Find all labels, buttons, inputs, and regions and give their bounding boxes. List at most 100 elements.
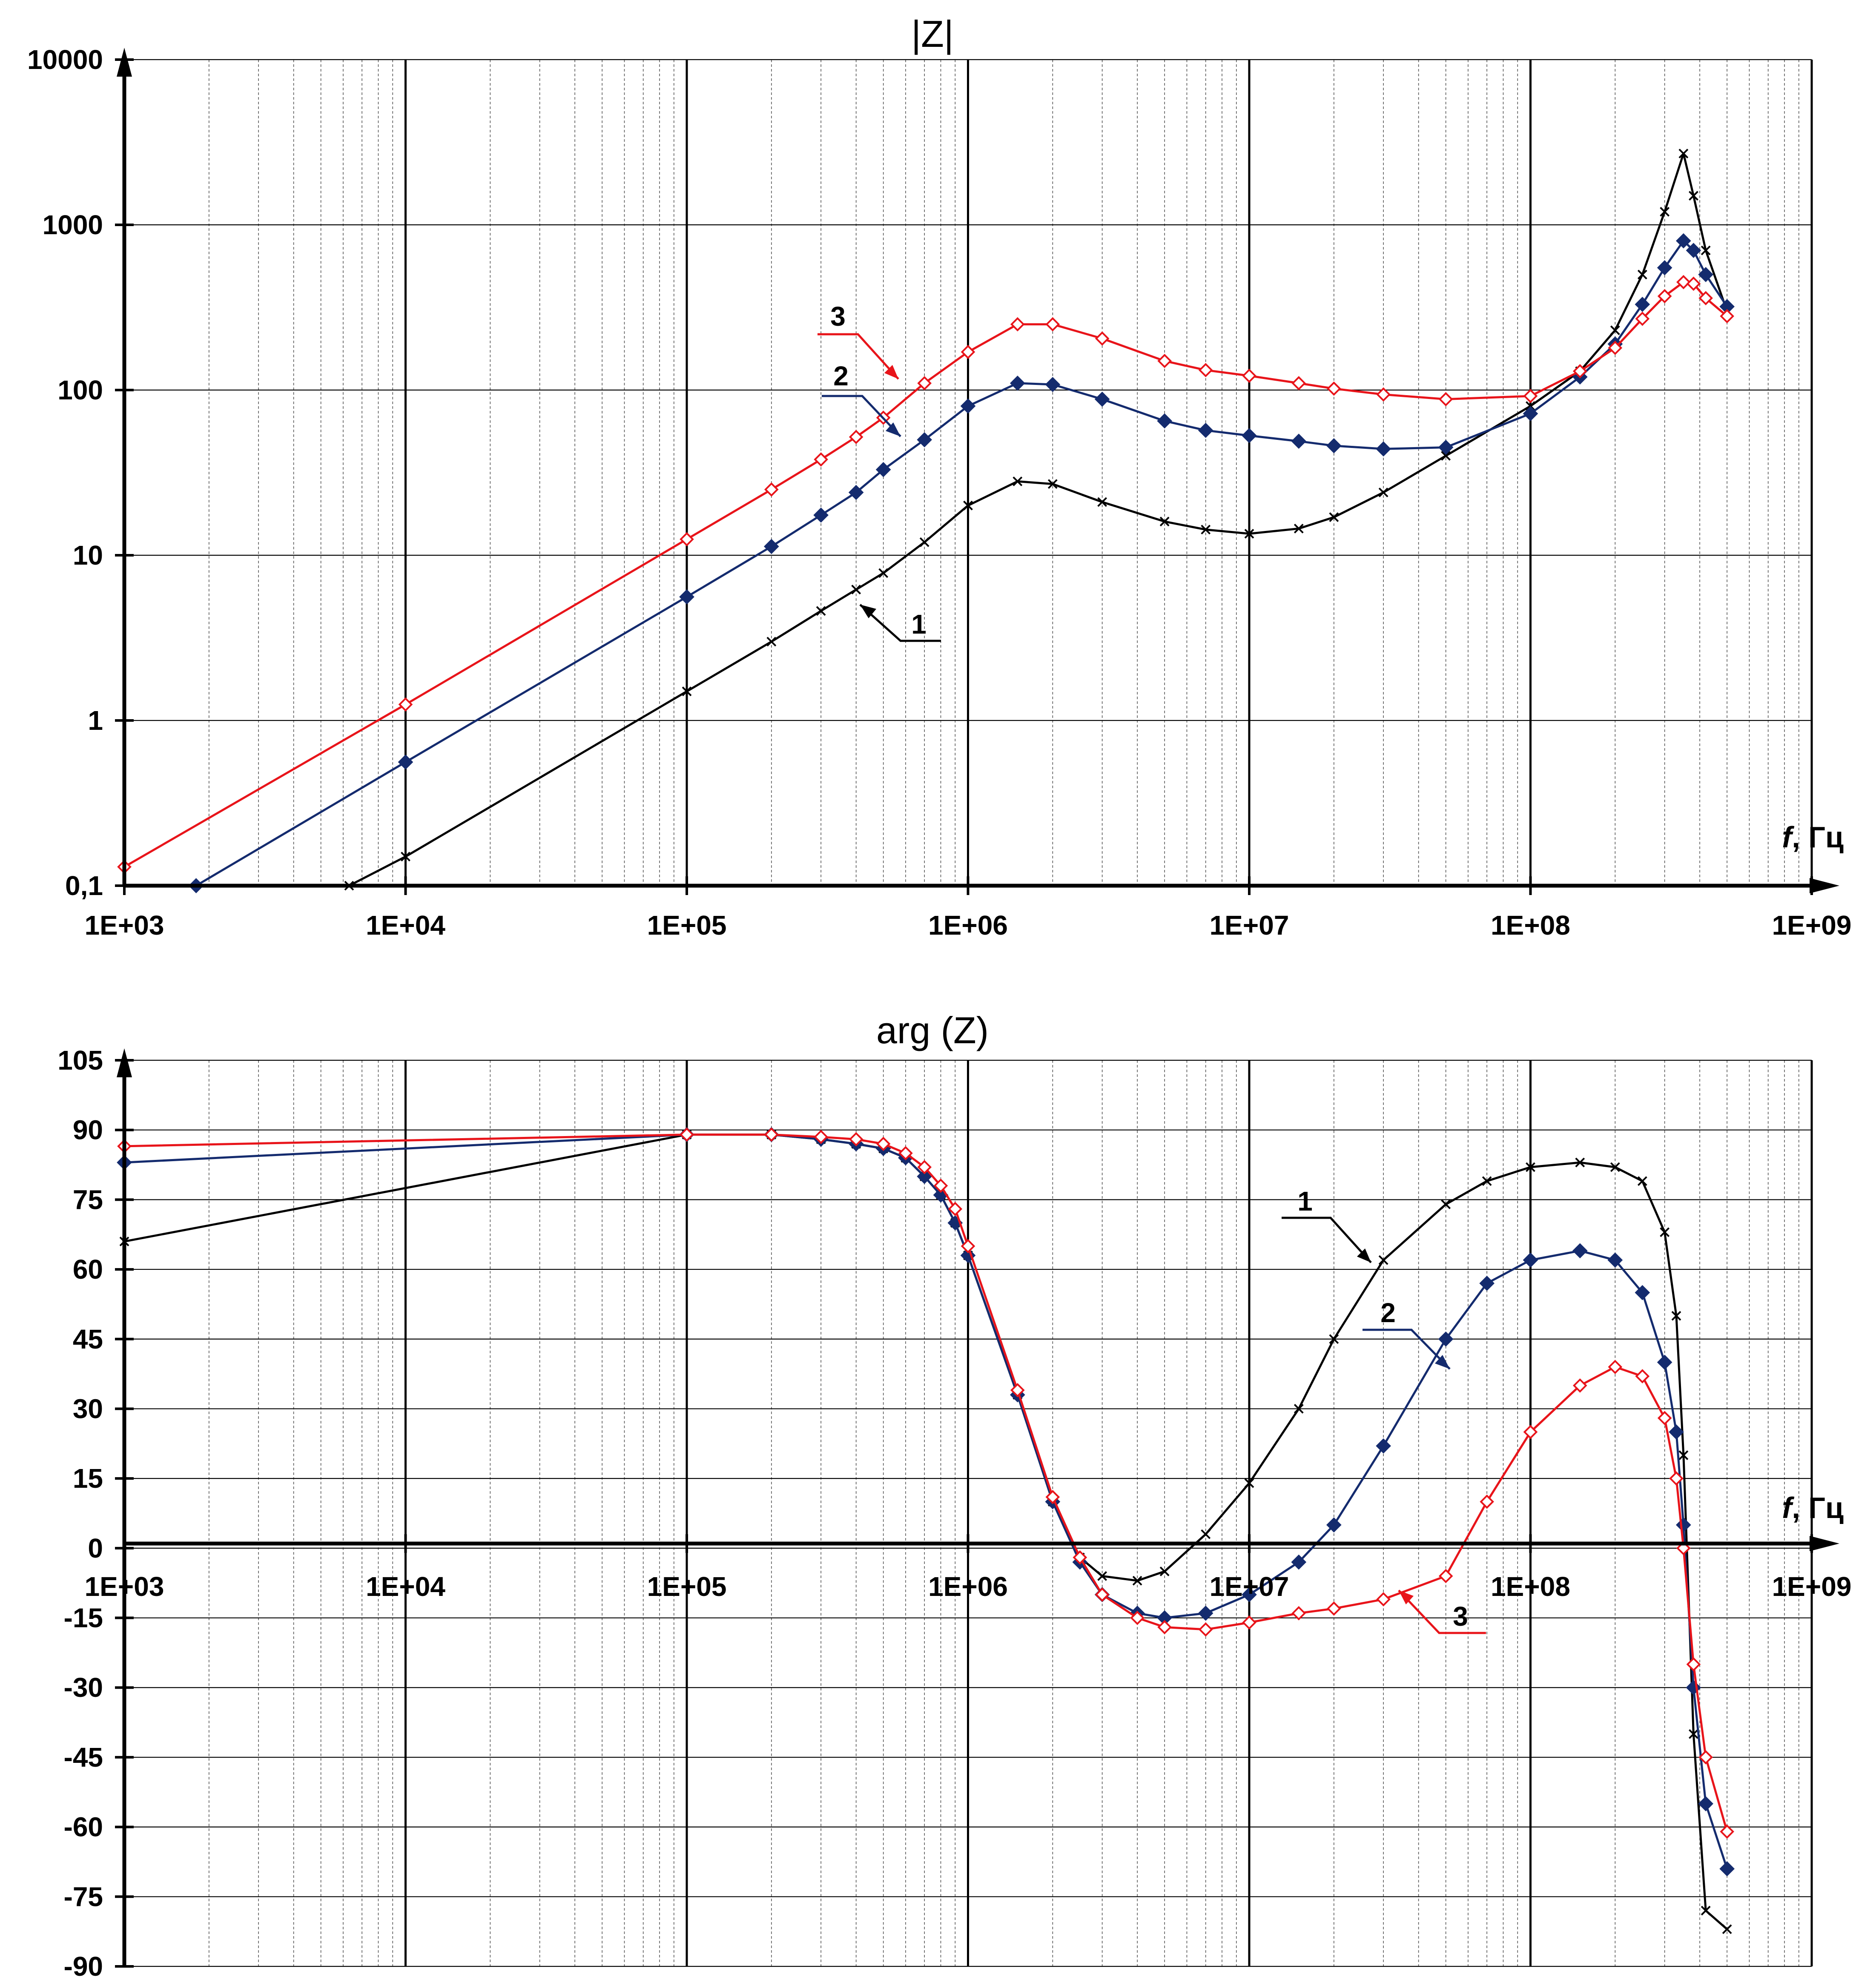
data-point <box>1157 413 1172 429</box>
data-point <box>1073 1550 1087 1565</box>
data-point <box>1657 260 1672 275</box>
x-tick-label: 1E+06 <box>928 1571 1008 1602</box>
data-point <box>1378 488 1388 497</box>
series-3 <box>117 275 1734 874</box>
series-3 <box>117 1127 1734 1839</box>
data-point <box>917 1168 932 1184</box>
grid <box>123 59 1813 887</box>
data-point <box>1610 1162 1620 1172</box>
data-point <box>1095 1587 1110 1602</box>
callout-3-label: 3 <box>1453 1601 1468 1632</box>
data-point <box>1159 517 1170 527</box>
y-tick-label: 10 <box>73 540 103 571</box>
series-2 <box>188 233 1735 893</box>
y-tick-label: 60 <box>73 1254 103 1285</box>
data-point <box>1698 291 1713 305</box>
data-point <box>1657 1411 1672 1426</box>
y-tick-label: 1 <box>88 705 103 736</box>
data-point <box>1526 1162 1535 1172</box>
data-point <box>1244 529 1254 539</box>
callout-3-label: 3 <box>830 301 846 332</box>
data-point <box>1637 270 1647 280</box>
data-point <box>1097 1571 1107 1581</box>
data-point <box>1327 1601 1341 1616</box>
data-point <box>1676 275 1691 290</box>
data-point <box>1376 1438 1391 1454</box>
data-point <box>1291 1606 1306 1621</box>
data-point <box>948 1202 963 1217</box>
data-point <box>398 697 413 712</box>
data-point <box>1657 1354 1672 1370</box>
series-2-line <box>124 1133 1728 1869</box>
data-point <box>1132 1575 1142 1586</box>
data-point <box>1482 1176 1492 1186</box>
data-point <box>1242 1615 1256 1630</box>
data-point <box>1294 523 1304 534</box>
data-point <box>1441 1199 1451 1209</box>
data-point <box>960 398 976 414</box>
data-point <box>1201 525 1211 535</box>
data-point <box>898 1146 913 1161</box>
chart-title: |Z| <box>911 13 953 55</box>
y-tick-label: 100 <box>57 375 103 405</box>
callout-1: 1 <box>859 604 941 642</box>
data-point <box>1635 1285 1650 1300</box>
data-point <box>1157 353 1172 368</box>
data-point <box>1157 1620 1172 1635</box>
data-point <box>1291 433 1307 449</box>
data-point <box>1045 317 1060 332</box>
data-point <box>1159 1566 1170 1576</box>
phase-chart: arg (Z) 1E+03 1E+04 1E+05 1E+06 1E+07 1E+08 1E… <box>57 1009 1851 1980</box>
x-tick-label: 1E+03 <box>85 1571 164 1602</box>
data-point <box>1660 1227 1670 1237</box>
data-point <box>1045 1489 1060 1504</box>
grid <box>123 1059 1813 1967</box>
data-point <box>1572 1243 1588 1259</box>
data-point <box>1610 325 1620 336</box>
data-point <box>1291 1554 1307 1570</box>
series-layer <box>117 1127 1735 1934</box>
x-axis-label: f, Гц <box>1782 1491 1844 1524</box>
data-point <box>682 686 692 697</box>
data-point <box>814 1130 828 1144</box>
y-axis-arrow-icon <box>117 48 132 77</box>
x-tick-label: 1E+05 <box>647 910 727 941</box>
series-1-line <box>348 152 1728 887</box>
y-tick-label: 10000 <box>27 44 103 75</box>
data-point <box>917 432 932 448</box>
callout-2-label: 2 <box>1380 1297 1396 1328</box>
data-point <box>1686 1680 1701 1696</box>
x-tick-label: 1E+07 <box>1210 1571 1289 1602</box>
y-axis-arrow-icon <box>117 1048 132 1077</box>
data-point <box>766 637 777 647</box>
data-point <box>1378 1255 1388 1265</box>
tick-labels: 1E+03 1E+04 1E+05 1E+06 1E+07 1E+08 1E+090,111… <box>27 44 1851 941</box>
data-point <box>1329 1334 1339 1344</box>
data-point <box>1438 439 1454 455</box>
callout-2: 2 <box>1363 1297 1451 1370</box>
x-tick-label: 1E+09 <box>1772 910 1852 941</box>
y-tick-label: 30 <box>73 1393 103 1424</box>
x-tick-label: 1E+04 <box>366 1571 445 1602</box>
data-point <box>1376 1592 1391 1607</box>
data-point <box>1438 1331 1454 1347</box>
x-tick-label: 1E+08 <box>1491 910 1570 941</box>
data-point <box>961 344 975 359</box>
data-point <box>1479 1275 1495 1291</box>
data-point <box>1010 376 1025 391</box>
x-tick-label: 1E+08 <box>1491 1571 1570 1602</box>
data-point <box>1010 1383 1025 1397</box>
data-point <box>1045 377 1061 392</box>
tick-labels: 1E+03 1E+04 1E+05 1E+06 1E+07 1E+08 1E+09 105 90… <box>57 1045 1851 1980</box>
axes <box>115 48 1839 895</box>
data-point <box>1686 1657 1701 1672</box>
data-point <box>1438 392 1453 407</box>
data-point <box>875 462 891 477</box>
data-point <box>849 430 863 445</box>
callout-3: 3 <box>1398 1590 1486 1634</box>
data-point <box>933 1178 948 1193</box>
data-point <box>1720 309 1734 324</box>
data-point <box>1635 296 1650 312</box>
x-tick-label: 1E+09 <box>1772 1571 1852 1602</box>
data-point <box>1575 1157 1585 1168</box>
